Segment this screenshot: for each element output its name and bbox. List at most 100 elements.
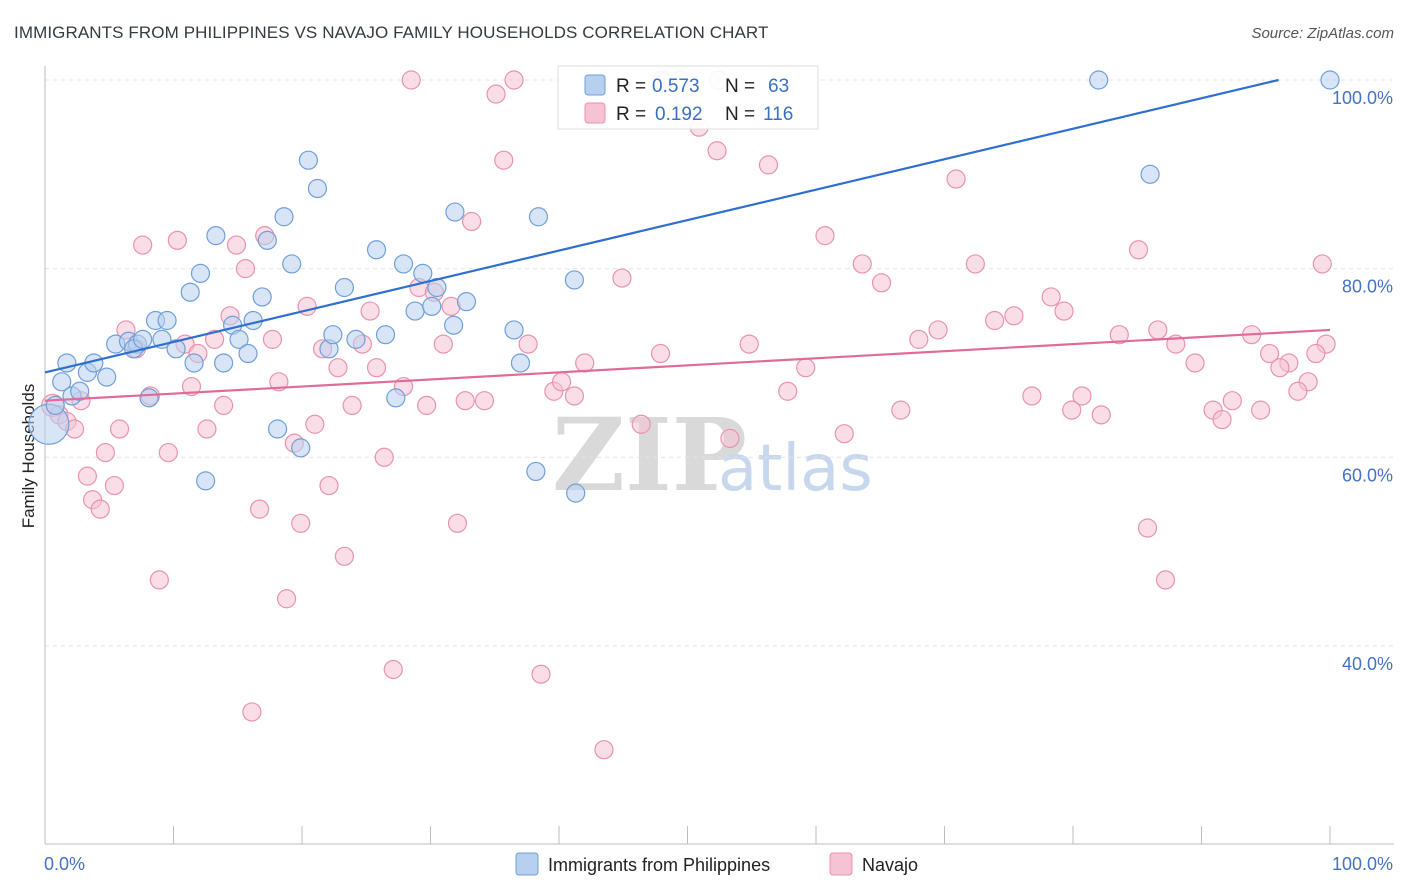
point-navajo bbox=[707, 141, 727, 161]
point-philippines bbox=[214, 353, 234, 373]
point-navajo bbox=[77, 466, 98, 486]
point-navajo bbox=[474, 391, 495, 411]
legend-label-navajo: Navajo bbox=[862, 855, 918, 875]
point-navajo bbox=[965, 254, 985, 274]
point-navajo bbox=[1270, 358, 1290, 378]
point-navajo bbox=[342, 395, 362, 416]
point-philippines bbox=[238, 343, 258, 364]
point-philippines bbox=[334, 277, 355, 298]
point-navajo bbox=[1148, 320, 1168, 340]
point-navajo bbox=[1109, 325, 1129, 345]
point-navajo bbox=[1062, 400, 1082, 420]
point-philippines bbox=[267, 419, 288, 439]
point-navajo bbox=[181, 376, 202, 397]
point-navajo bbox=[334, 546, 355, 566]
point-navajo bbox=[1004, 306, 1024, 326]
point-navajo bbox=[1260, 343, 1280, 364]
point-navajo bbox=[531, 664, 551, 684]
point-philippines bbox=[282, 254, 302, 274]
points-layer bbox=[28, 70, 1340, 760]
point-navajo bbox=[928, 320, 948, 340]
point-philippines bbox=[323, 325, 343, 345]
point-navajo bbox=[494, 150, 514, 170]
y-tick-label: 40.0% bbox=[1342, 654, 1393, 674]
y-tick-label: 60.0% bbox=[1342, 465, 1393, 485]
point-philippines bbox=[375, 325, 396, 345]
point-navajo bbox=[575, 353, 595, 373]
y-tick-label: 80.0% bbox=[1342, 277, 1393, 297]
point-navajo bbox=[1185, 353, 1205, 373]
y-tick-label: 100.0% bbox=[1332, 88, 1393, 108]
point-navajo bbox=[1155, 570, 1176, 590]
legend-item-navajo[interactable]: Navajo bbox=[829, 852, 918, 876]
point-philippines bbox=[274, 207, 294, 227]
point-navajo bbox=[1288, 381, 1308, 401]
point-navajo bbox=[242, 702, 262, 722]
stats-n-value-philippines: 63 bbox=[768, 76, 789, 97]
point-navajo bbox=[383, 659, 403, 680]
point-navajo bbox=[1312, 254, 1332, 274]
point-navajo bbox=[1091, 405, 1111, 425]
stats-r-label-philippines: R = bbox=[616, 76, 646, 97]
x-tick-label-max: 100.0% bbox=[1332, 854, 1393, 874]
point-navajo bbox=[133, 235, 153, 255]
legend-item-philippines[interactable]: Immigrants from Philippines bbox=[515, 852, 770, 876]
point-philippines bbox=[566, 483, 586, 503]
point-philippines bbox=[445, 202, 465, 222]
point-navajo bbox=[594, 740, 614, 760]
point-philippines bbox=[1140, 164, 1160, 184]
point-navajo bbox=[262, 329, 283, 349]
stats-swatch-navajo bbox=[584, 102, 606, 124]
point-philippines bbox=[157, 310, 177, 331]
point-philippines bbox=[166, 339, 186, 359]
point-navajo bbox=[891, 400, 911, 420]
stats-box: R = 0.573 N = 63 R = 0.192 N = 116 bbox=[557, 65, 819, 130]
trend-layer bbox=[44, 78, 1331, 402]
point-philippines bbox=[229, 329, 249, 349]
point-navajo bbox=[834, 424, 854, 444]
point-navajo bbox=[1054, 301, 1074, 321]
point-philippines bbox=[413, 263, 433, 283]
point-navajo bbox=[504, 70, 524, 90]
point-navajo bbox=[455, 391, 475, 411]
legend: Immigrants from Philippines Navajo bbox=[515, 852, 918, 876]
point-navajo bbox=[612, 268, 632, 288]
point-navajo bbox=[796, 358, 816, 378]
point-philippines bbox=[393, 254, 414, 274]
point-navajo bbox=[518, 334, 538, 354]
point-philippines bbox=[97, 367, 117, 387]
point-philippines bbox=[504, 320, 524, 340]
point-navajo bbox=[167, 230, 187, 250]
point-navajo bbox=[149, 570, 169, 590]
point-navajo bbox=[1306, 343, 1326, 364]
stats-r-value-philippines: 0.573 bbox=[652, 76, 700, 97]
point-navajo bbox=[276, 589, 297, 609]
point-navajo bbox=[319, 475, 339, 496]
point-navajo bbox=[291, 513, 311, 533]
point-philippines bbox=[366, 240, 387, 260]
point-navajo bbox=[1222, 391, 1242, 411]
point-navajo bbox=[739, 334, 759, 354]
watermark: ZIP atlas bbox=[552, 396, 873, 514]
point-navajo bbox=[197, 419, 217, 439]
point-philippines bbox=[190, 263, 211, 283]
point-navajo bbox=[650, 343, 671, 364]
point-navajo bbox=[1072, 386, 1092, 406]
point-philippines bbox=[564, 270, 585, 290]
point-navajo bbox=[226, 235, 247, 255]
point-philippines bbox=[307, 178, 328, 199]
point-navajo bbox=[90, 499, 110, 519]
point-navajo bbox=[104, 475, 124, 496]
trendline-philippines bbox=[44, 78, 1279, 374]
point-navajo bbox=[1022, 386, 1042, 406]
point-philippines bbox=[206, 226, 226, 246]
point-philippines bbox=[184, 353, 204, 373]
point-philippines bbox=[196, 471, 216, 491]
point-navajo bbox=[269, 372, 289, 392]
point-navajo bbox=[305, 414, 325, 434]
point-navajo bbox=[852, 254, 872, 274]
watermark-sub: atlas bbox=[718, 432, 873, 506]
legend-swatch-navajo bbox=[829, 852, 853, 876]
point-navajo bbox=[205, 329, 225, 349]
